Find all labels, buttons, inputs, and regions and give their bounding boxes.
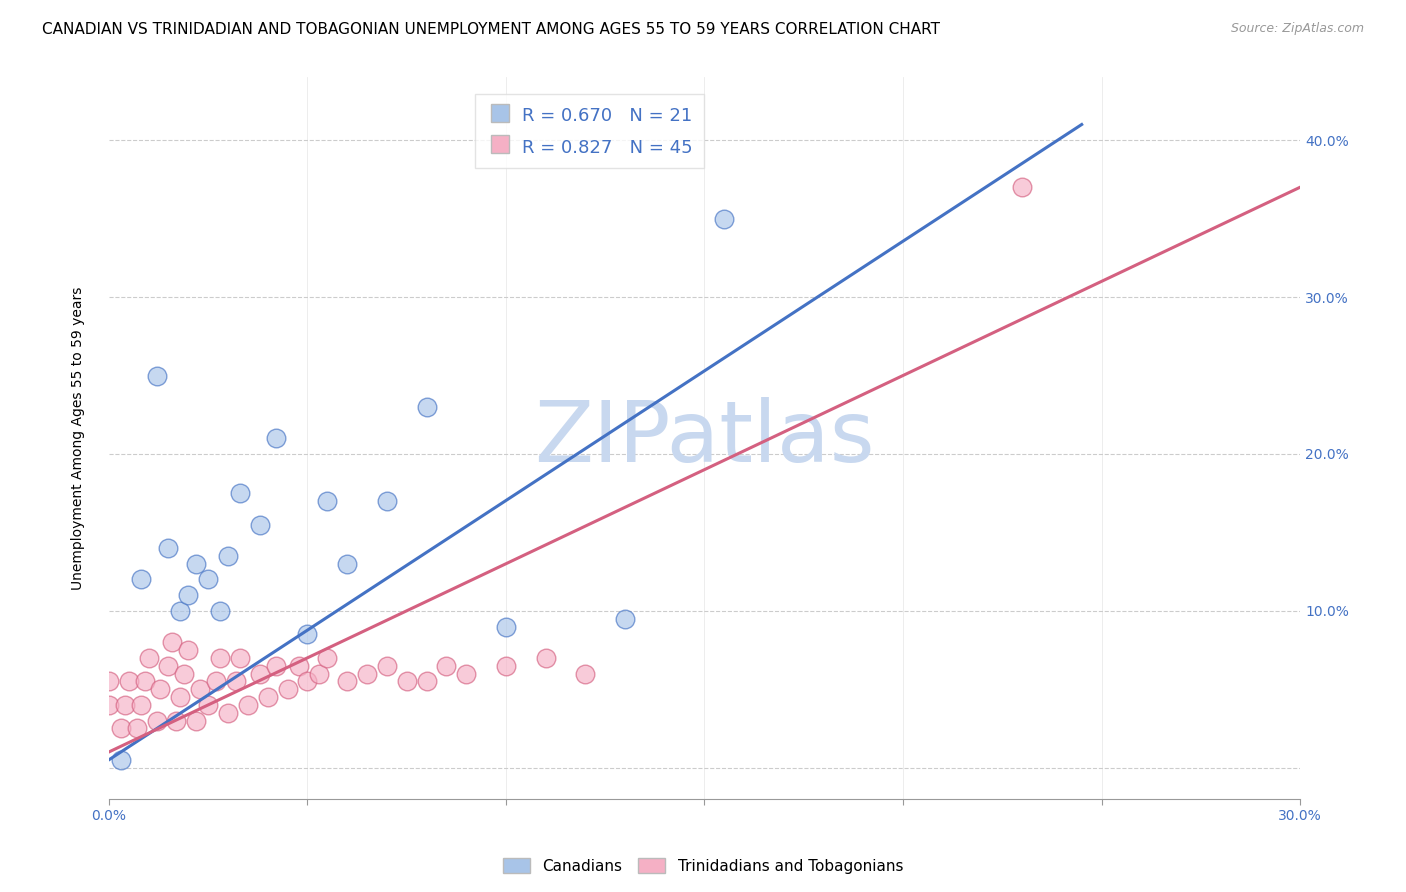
Point (713, 211, 735, 226)
Point (297, 627, 319, 641)
Point (110, 722, 132, 736)
Point (336, 674, 359, 689)
Point (97, 674, 120, 689)
Point (118, 674, 141, 689)
Point (1011, 180, 1033, 194)
Point (495, 619, 517, 633)
Point (145, 714, 167, 728)
Point (138, 651, 160, 665)
Point (574, 666, 596, 681)
Point (208, 651, 231, 665)
Point (173, 666, 195, 681)
Point (145, 368, 167, 383)
Point (114, 698, 136, 712)
Point (308, 666, 330, 681)
Point (197, 573, 219, 587)
Point (157, 541, 180, 555)
Point (256, 690, 278, 704)
Point (149, 682, 172, 697)
Point (208, 604, 231, 618)
Point (434, 658, 457, 673)
Point (375, 658, 398, 673)
Point (336, 557, 359, 571)
Point (534, 651, 557, 665)
Text: CANADIAN VS TRINIDADIAN AND TOBAGONIAN UNEMPLOYMENT AMONG AGES 55 TO 59 YEARS CO: CANADIAN VS TRINIDADIAN AND TOBAGONIAN U… (42, 22, 941, 37)
Point (236, 698, 259, 712)
Point (249, 666, 271, 681)
Point (186, 557, 208, 571)
Point (110, 753, 132, 767)
Point (157, 658, 180, 673)
Point (186, 714, 208, 728)
Point (264, 431, 287, 445)
Point (316, 651, 339, 665)
Point (249, 517, 271, 532)
Point (264, 658, 287, 673)
Point (177, 588, 200, 602)
Legend: R = 0.670   N = 21, R = 0.827   N = 45: R = 0.670 N = 21, R = 0.827 N = 45 (475, 94, 703, 169)
Point (225, 674, 247, 689)
Point (217, 706, 239, 720)
Legend: Canadians, Trinidadians and Tobagonians: Canadians, Trinidadians and Tobagonians (496, 852, 910, 880)
Point (165, 714, 187, 728)
Point (197, 698, 219, 712)
Point (177, 643, 200, 657)
Point (288, 658, 311, 673)
Text: Source: ZipAtlas.com: Source: ZipAtlas.com (1230, 22, 1364, 36)
Point (229, 486, 252, 500)
Point (495, 658, 517, 673)
Point (415, 400, 437, 414)
Point (277, 682, 299, 697)
Point (205, 674, 228, 689)
Point (456, 666, 478, 681)
Point (129, 698, 152, 712)
Point (134, 674, 156, 689)
Point (188, 682, 211, 697)
Point (297, 674, 319, 689)
Point (316, 494, 339, 508)
Point (169, 604, 191, 618)
Point (217, 549, 239, 563)
Point (129, 573, 152, 587)
Text: ZIPatlas: ZIPatlas (534, 397, 875, 480)
Point (415, 674, 437, 689)
Point (375, 494, 398, 508)
Point (356, 666, 378, 681)
Point (125, 722, 148, 736)
Point (229, 651, 252, 665)
Point (169, 690, 191, 704)
Point (614, 612, 637, 626)
Point (162, 635, 184, 649)
Y-axis label: Unemployment Among Ages 55 to 59 years: Unemployment Among Ages 55 to 59 years (72, 286, 86, 590)
Point (97, 698, 120, 712)
Point (395, 674, 418, 689)
